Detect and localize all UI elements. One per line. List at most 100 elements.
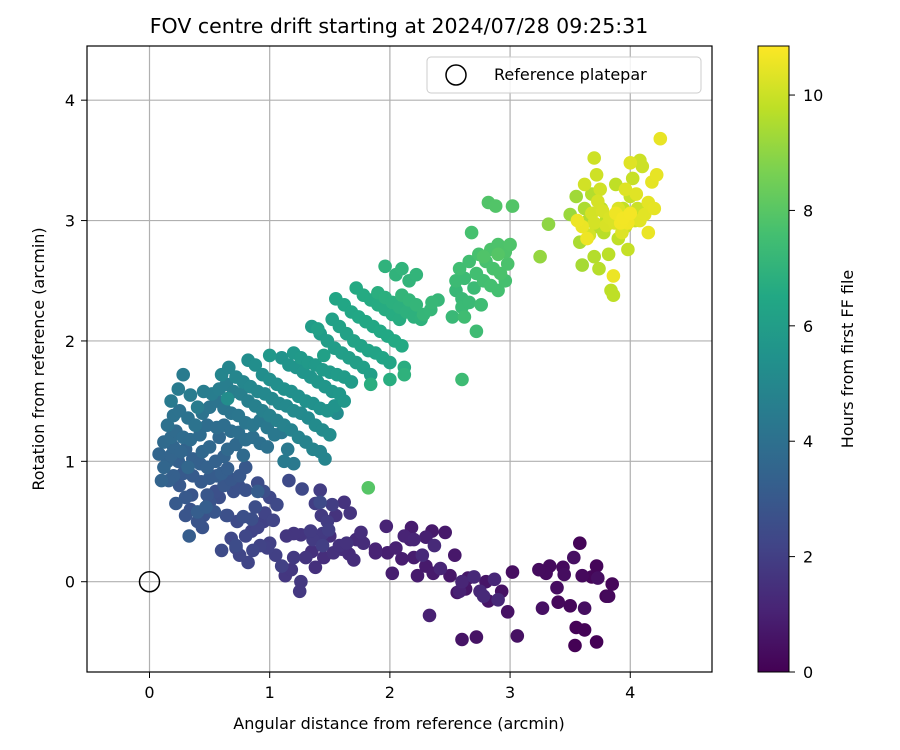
data-point xyxy=(308,560,323,575)
data-point xyxy=(178,508,193,523)
data-point xyxy=(647,201,662,216)
chart-title: FOV centre drift starting at 2024/07/28 … xyxy=(150,14,649,38)
data-point xyxy=(337,394,352,408)
data-point xyxy=(550,580,564,595)
data-point xyxy=(315,538,330,553)
data-point xyxy=(238,483,253,498)
x-tick-label: 4 xyxy=(625,683,635,702)
data-point xyxy=(389,541,403,555)
colorbar-label: Hours from first FF file xyxy=(838,270,857,449)
data-point xyxy=(200,488,214,502)
data-point xyxy=(601,589,616,603)
data-point xyxy=(379,519,394,534)
data-point xyxy=(649,168,664,182)
data-point xyxy=(510,629,525,643)
x-tick-label: 1 xyxy=(265,683,275,702)
data-point xyxy=(601,247,616,262)
legend-box xyxy=(426,56,702,94)
y-tick-label: 2 xyxy=(65,332,75,351)
data-point xyxy=(469,630,484,644)
data-point xyxy=(337,495,352,510)
data-point xyxy=(488,199,503,213)
data-point xyxy=(623,156,638,170)
data-point xyxy=(409,267,424,282)
data-point xyxy=(487,572,502,587)
data-point xyxy=(383,355,397,370)
colorbar-tick-label: 6 xyxy=(803,317,813,336)
data-point xyxy=(575,258,589,272)
data-point xyxy=(422,608,437,623)
data-point xyxy=(557,567,571,582)
data-point xyxy=(181,460,195,475)
data-point xyxy=(438,525,453,540)
data-point xyxy=(535,601,550,615)
x-tick-label: 0 xyxy=(144,683,154,702)
data-point xyxy=(238,529,253,543)
data-point xyxy=(395,552,409,566)
data-point xyxy=(491,247,505,262)
data-point xyxy=(174,444,188,459)
data-point xyxy=(347,553,361,567)
data-point xyxy=(323,428,337,442)
data-point xyxy=(292,584,307,599)
data-point xyxy=(419,530,433,544)
data-point xyxy=(467,281,481,295)
data-point xyxy=(248,500,263,514)
data-point xyxy=(274,559,289,573)
data-point xyxy=(220,461,235,476)
y-axis-ticks: 0 1 2 3 4 xyxy=(65,91,87,592)
legend-entry-label: Reference platepar xyxy=(494,65,647,84)
data-point xyxy=(653,131,668,146)
data-point xyxy=(339,536,354,550)
data-point xyxy=(282,473,296,488)
data-point xyxy=(383,372,397,387)
data-point xyxy=(606,269,621,283)
data-point xyxy=(395,261,409,276)
x-tick-label: 3 xyxy=(505,683,515,702)
data-point xyxy=(464,225,479,240)
data-point xyxy=(260,440,275,454)
colorbar-tick-label: 10 xyxy=(803,86,823,105)
colorbar-ticks: 0 2 4 6 8 10 xyxy=(789,86,823,682)
data-point xyxy=(570,213,585,228)
data-point xyxy=(533,249,547,264)
data-point xyxy=(407,532,421,547)
data-point xyxy=(467,570,481,584)
data-point xyxy=(236,448,251,463)
data-point xyxy=(236,509,251,524)
data-point xyxy=(445,310,460,324)
data-point xyxy=(313,495,328,510)
data-point xyxy=(469,324,484,339)
data-point xyxy=(462,254,477,269)
data-point xyxy=(625,171,640,186)
data-point xyxy=(343,506,358,520)
data-point xyxy=(449,274,463,288)
reference-marker xyxy=(138,570,161,593)
data-point xyxy=(575,568,589,583)
data-point xyxy=(188,418,202,433)
data-point xyxy=(178,490,193,505)
data-point xyxy=(157,460,171,475)
data-point xyxy=(493,266,508,281)
data-point xyxy=(462,295,477,310)
grid xyxy=(87,46,712,672)
y-tick-label: 4 xyxy=(65,91,75,110)
data-point xyxy=(248,358,263,372)
data-point xyxy=(443,568,457,583)
data-point xyxy=(593,182,607,197)
data-point xyxy=(202,440,217,454)
data-point xyxy=(266,513,281,528)
data-point xyxy=(573,536,587,550)
data-point xyxy=(491,283,505,298)
data-point xyxy=(395,339,409,353)
data-point xyxy=(476,249,491,264)
data-point xyxy=(551,595,565,609)
data-point xyxy=(361,481,376,495)
data-point xyxy=(410,568,425,583)
data-point xyxy=(568,638,582,653)
data-point xyxy=(589,559,604,573)
data-point xyxy=(183,388,198,402)
x-tick-label: 2 xyxy=(385,683,395,702)
data-point xyxy=(368,542,383,556)
legend: Reference platepar xyxy=(426,56,702,94)
